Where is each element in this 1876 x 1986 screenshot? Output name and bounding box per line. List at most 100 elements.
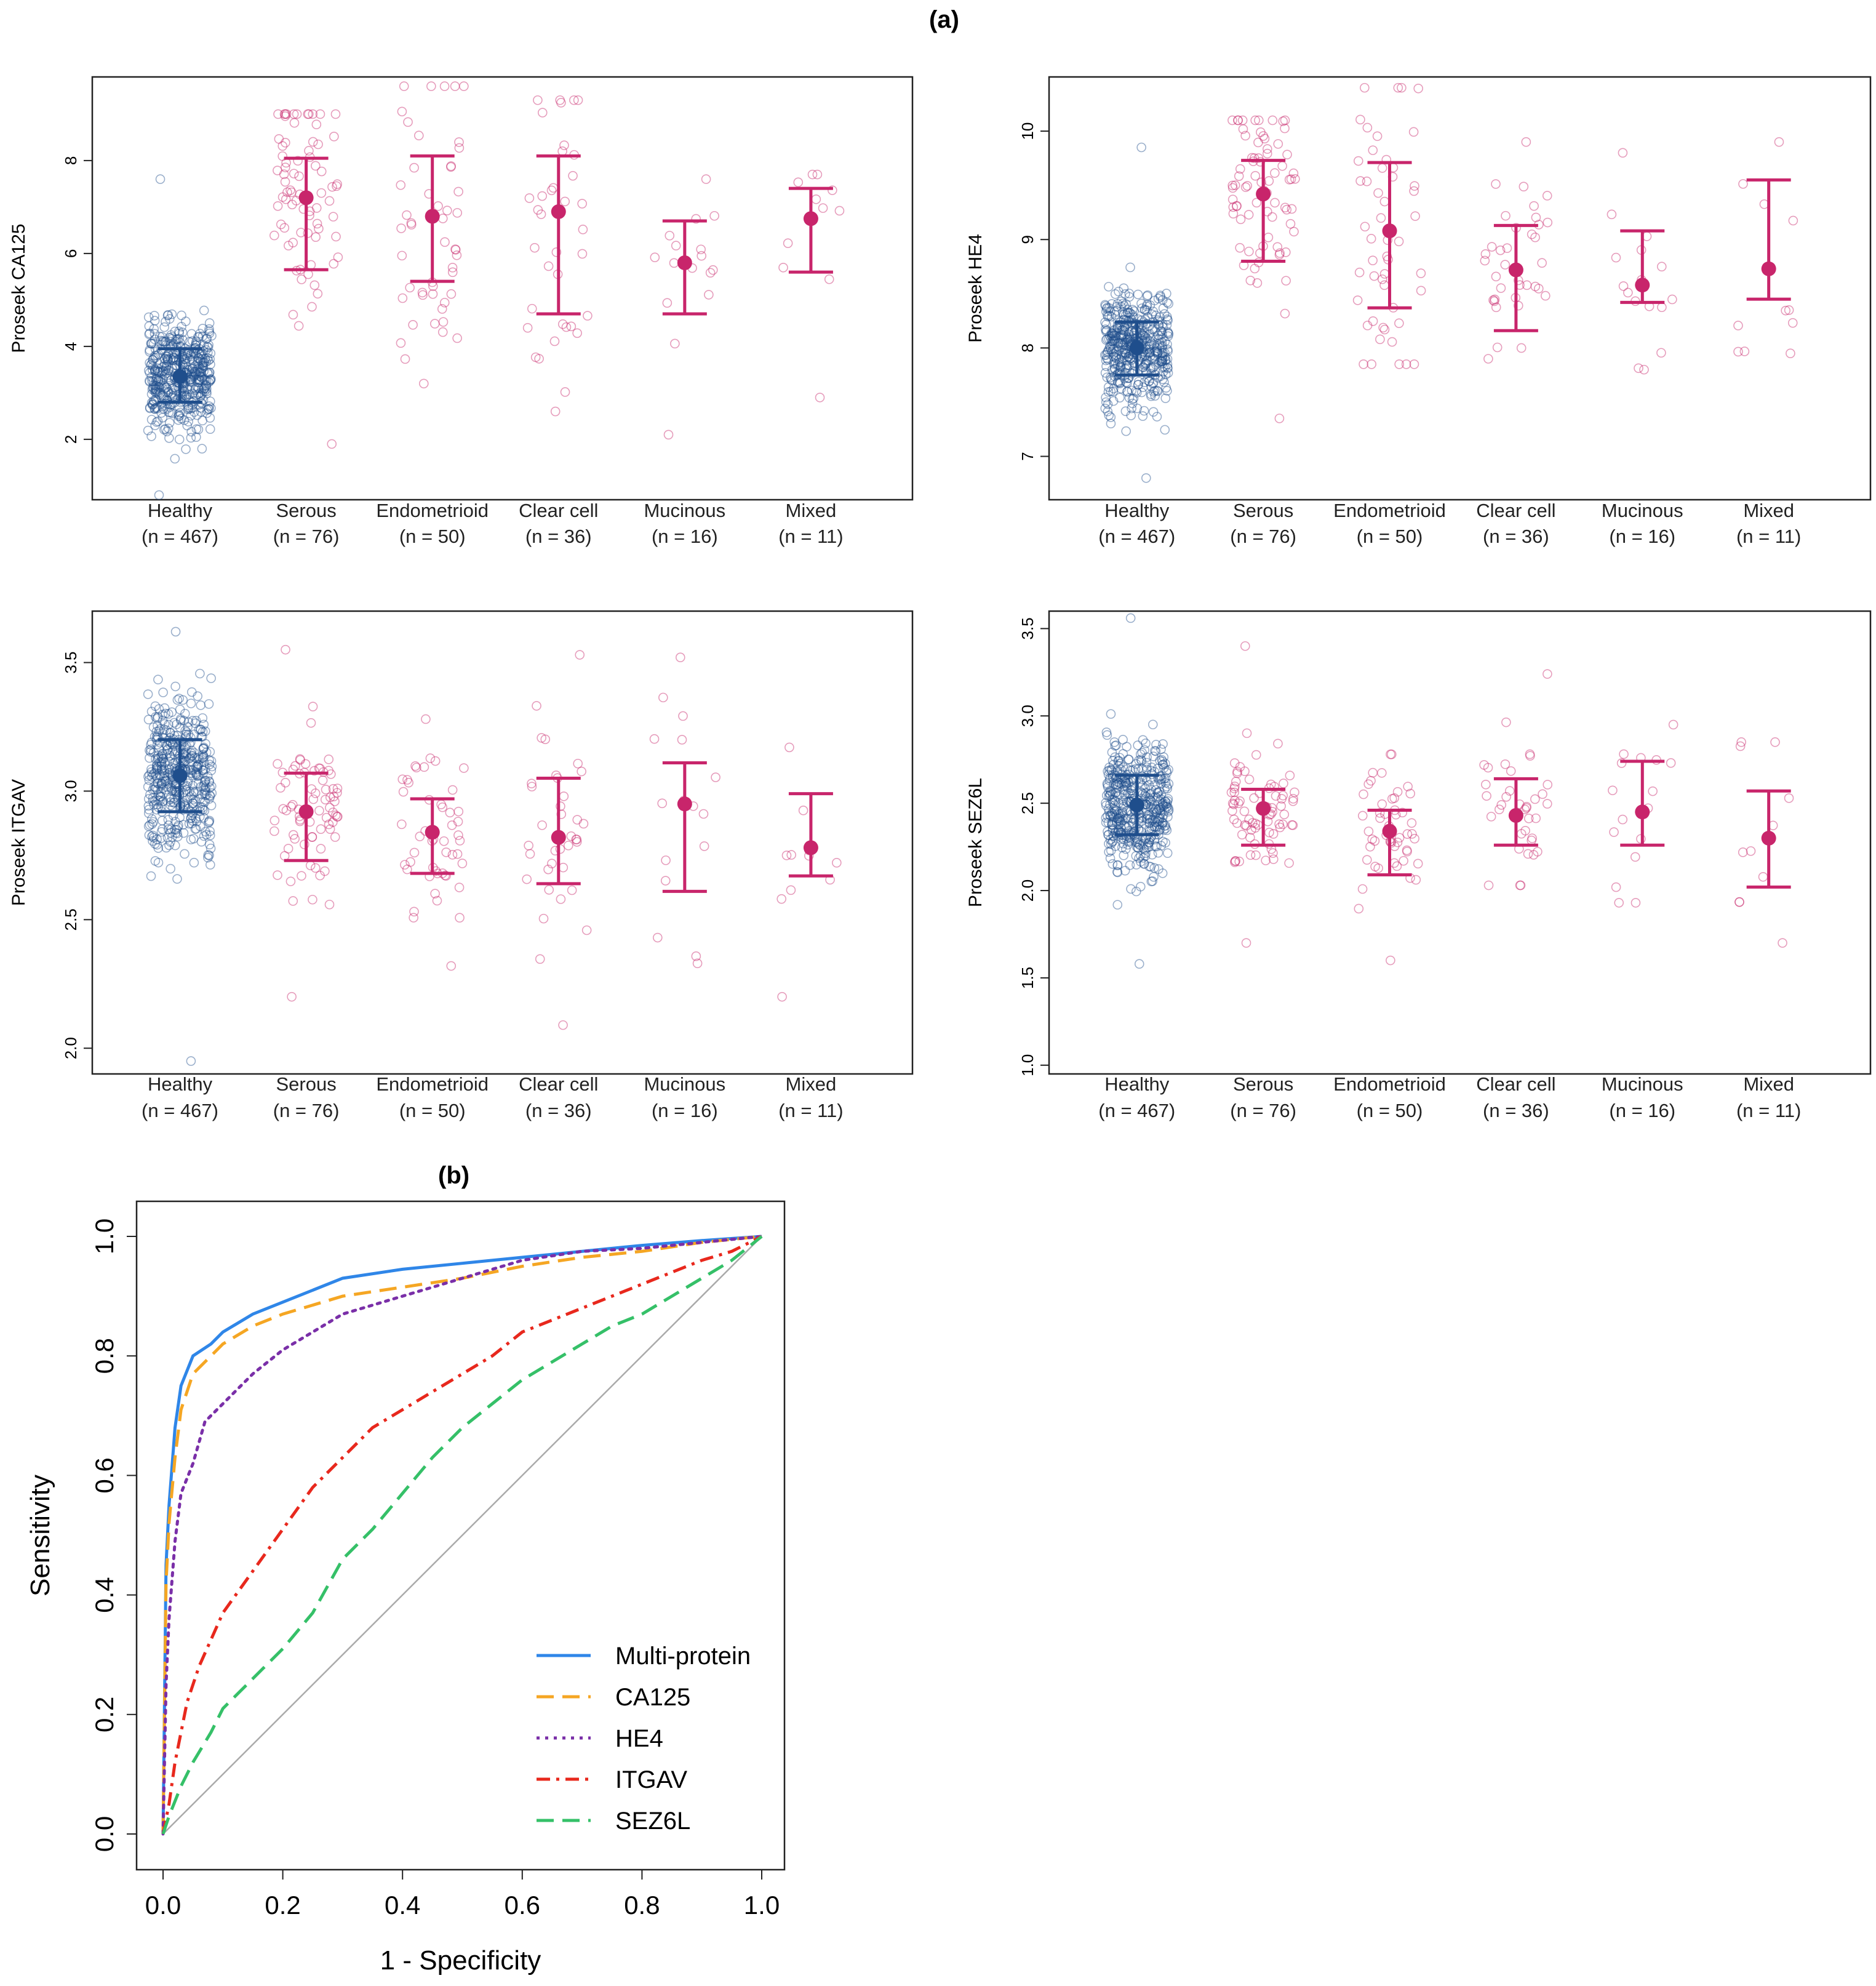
data-point	[398, 787, 409, 797]
data-point	[175, 705, 185, 715]
data-point	[156, 761, 166, 771]
data-point	[1111, 331, 1121, 341]
data-point	[1100, 317, 1110, 327]
data-point	[1104, 775, 1114, 786]
data-point	[1113, 814, 1123, 823]
data-point	[151, 380, 161, 391]
data-point	[1143, 839, 1153, 849]
data-point	[164, 365, 174, 375]
data-point	[1144, 329, 1155, 338]
data-point	[1136, 298, 1146, 308]
data-point	[663, 430, 674, 440]
data-point	[430, 889, 440, 899]
data-point	[151, 384, 161, 394]
data-point	[170, 337, 181, 347]
data-point	[1142, 305, 1152, 315]
data-point	[1501, 717, 1511, 727]
data-point	[1410, 833, 1419, 844]
data-point	[162, 351, 172, 362]
data-point	[1520, 825, 1530, 836]
data-point	[204, 817, 214, 827]
data-point	[1787, 318, 1798, 328]
data-point	[1506, 766, 1516, 776]
data-point	[1407, 818, 1417, 828]
data-point	[824, 274, 834, 284]
data-point	[404, 777, 413, 788]
data-point	[1157, 798, 1168, 809]
data-point	[1774, 137, 1784, 147]
data-point	[205, 375, 215, 385]
data-point	[1148, 378, 1158, 389]
data-point	[148, 817, 159, 827]
data-point	[148, 793, 158, 803]
data-point	[1657, 302, 1667, 313]
data-point	[145, 377, 155, 387]
data-point	[1106, 846, 1116, 855]
data-point	[1379, 280, 1389, 290]
data-point	[188, 771, 198, 780]
data-point	[160, 337, 170, 347]
data-point	[185, 337, 194, 347]
data-point	[1153, 294, 1164, 304]
data-point	[1111, 346, 1122, 357]
data-point	[308, 109, 318, 119]
data-point	[190, 824, 201, 834]
data-point	[194, 375, 204, 385]
data-point	[162, 740, 172, 751]
data-point	[1116, 302, 1126, 312]
data-point	[1250, 170, 1261, 181]
data-point	[1619, 749, 1629, 759]
data-point	[1251, 850, 1261, 860]
data-point	[306, 260, 316, 270]
data-point	[204, 401, 214, 411]
data-point	[1376, 213, 1386, 223]
data-point	[1543, 669, 1552, 679]
data-point	[1112, 323, 1123, 334]
data-point	[1543, 217, 1553, 228]
data-point	[1119, 314, 1128, 325]
data-point	[1140, 377, 1149, 388]
data-point	[1127, 394, 1138, 404]
data-point	[450, 245, 461, 255]
data-point	[194, 362, 205, 373]
data-point	[1114, 790, 1125, 800]
data-point	[537, 108, 548, 118]
data-point	[1249, 793, 1259, 803]
data-point	[1528, 850, 1539, 860]
data-point	[1115, 338, 1125, 348]
data-point	[172, 792, 183, 802]
data-point	[163, 350, 174, 360]
data-point	[1149, 863, 1159, 873]
data-point	[1112, 900, 1123, 910]
data-point	[1120, 777, 1130, 787]
x-count-label: (n = 36)	[1483, 526, 1549, 547]
data-point	[161, 351, 172, 361]
data-point	[182, 391, 191, 401]
data-point	[199, 386, 210, 396]
data-point	[671, 241, 681, 250]
data-point	[1138, 362, 1148, 372]
data-point	[147, 814, 157, 824]
data-point	[146, 431, 156, 441]
data-point	[559, 791, 569, 801]
data-point	[150, 366, 160, 376]
data-point	[315, 870, 325, 881]
data-point	[148, 399, 158, 409]
data-point	[289, 830, 298, 840]
data-point	[1151, 822, 1162, 833]
data-point	[188, 765, 198, 775]
data-point	[164, 820, 174, 830]
data-point	[152, 350, 162, 361]
data-point	[1241, 938, 1251, 948]
data-point	[192, 761, 202, 772]
data-point	[149, 324, 159, 334]
data-point	[1139, 859, 1149, 869]
data-point	[1152, 793, 1162, 803]
data-point	[1151, 817, 1161, 828]
data-point	[315, 109, 325, 119]
data-point	[1112, 860, 1123, 870]
data-point	[1116, 816, 1125, 826]
data-point	[1277, 794, 1287, 804]
data-point	[1277, 161, 1287, 171]
data-point	[1284, 175, 1295, 185]
